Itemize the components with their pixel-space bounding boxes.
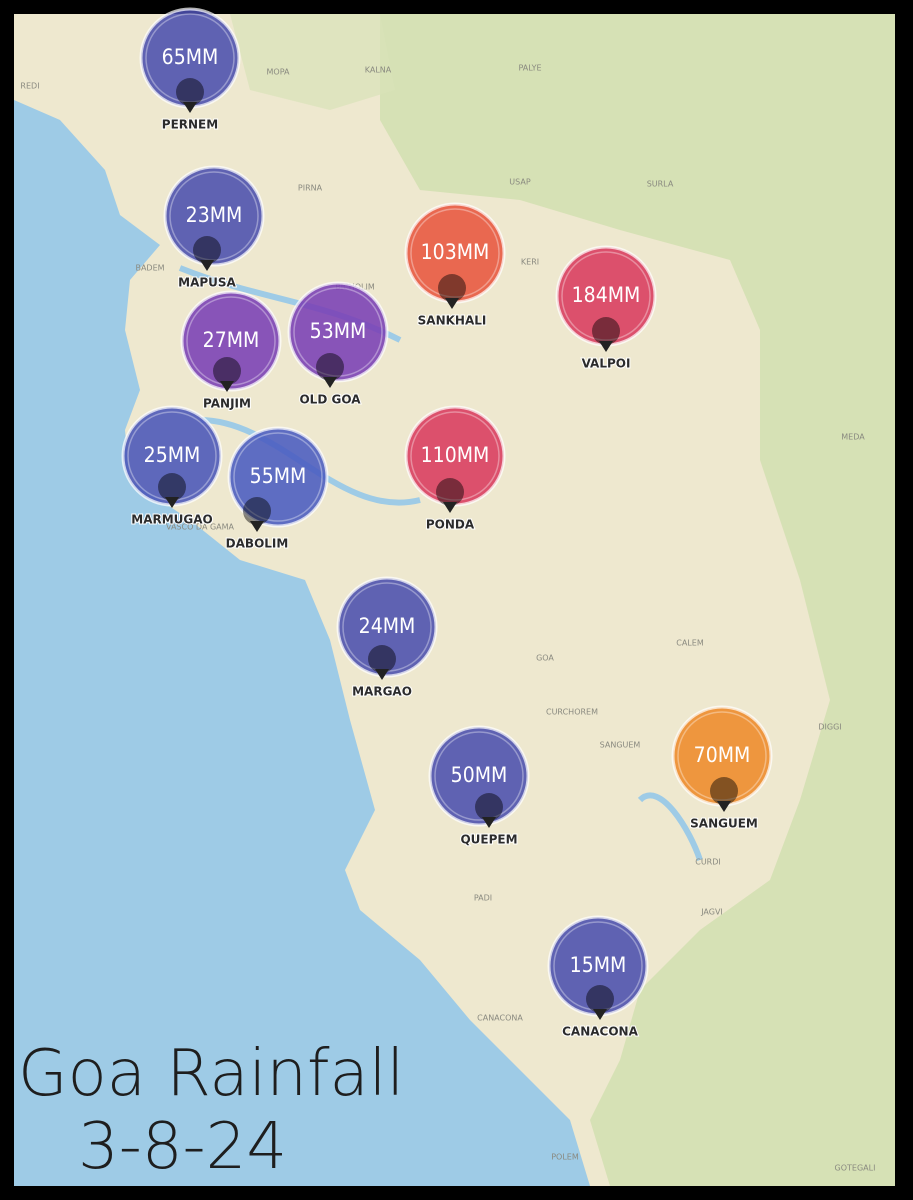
pin-tip (443, 502, 457, 513)
map-label: SURLA (647, 180, 674, 189)
map-label: PIRNA (298, 184, 323, 193)
pin-tip (375, 669, 389, 680)
map-label: REDI (20, 82, 39, 91)
place-name: VALPOI (582, 357, 631, 371)
rain-circle (287, 281, 389, 383)
place-name: MARMUGAO (131, 513, 213, 527)
map-label: BADEM (135, 264, 164, 273)
rain-circle (336, 576, 438, 678)
rainfall-value: 65MM (162, 45, 219, 69)
rain-circle (163, 165, 265, 267)
map-label: USAP (509, 178, 531, 187)
pin (586, 985, 614, 1013)
pin-tip (323, 377, 337, 388)
date: 3-8-24 (78, 1110, 287, 1184)
pin (243, 497, 271, 525)
pin-tip (165, 497, 179, 508)
pin (213, 357, 241, 385)
map-label: JAGVI (700, 908, 723, 917)
pin-tip (250, 521, 264, 532)
map-label: KERI (521, 258, 539, 267)
place-name: CANACONA (562, 1025, 638, 1039)
pin-tip (593, 1009, 607, 1020)
rain-ring (233, 432, 323, 522)
map-label: POLEM (551, 1153, 579, 1162)
place-name: MARGAO (352, 685, 412, 699)
pin (592, 317, 620, 345)
place-name: DABOLIM (226, 537, 289, 551)
rainfall-value: 53MM (310, 319, 367, 343)
map-label: CURDI (695, 858, 721, 867)
place-name: MAPUSA (178, 276, 236, 290)
rainfall-value: 24MM (359, 614, 416, 638)
map-label: DIGGI (818, 723, 841, 732)
pin-tip (183, 102, 197, 113)
map-label: GOTEGALI (835, 1164, 876, 1173)
map-label: MOPA (267, 68, 291, 77)
rainfall-value: 50MM (451, 763, 508, 787)
pin (368, 645, 396, 673)
rainfall-value: 55MM (250, 464, 307, 488)
rain-ring (561, 251, 651, 341)
rain-ring (293, 287, 383, 377)
pin (436, 478, 464, 506)
pin (475, 793, 503, 821)
rainfall-value: 103MM (421, 240, 490, 264)
map-label: CANACONA (477, 1014, 523, 1023)
place-name: SANGUEM (690, 817, 758, 831)
map-label: GOA (536, 654, 554, 663)
place-name: SANKHALI (418, 314, 487, 328)
forest (230, 14, 395, 110)
pin-tip (599, 341, 613, 352)
rainfall-value: 25MM (144, 443, 201, 467)
pin-tip (200, 260, 214, 271)
forest (380, 14, 895, 1186)
rain-ring (410, 208, 500, 298)
pin-tip (445, 298, 459, 309)
rain-circle (180, 290, 282, 392)
rainfall-value: 23MM (186, 203, 243, 227)
rainfall-value: 27MM (203, 328, 260, 352)
map-label: VASCO DA GAMA (166, 523, 235, 532)
map-label: CALEM (676, 639, 704, 648)
rainfall-value: 70MM (694, 743, 751, 767)
pin-tip (717, 801, 731, 812)
rain-circle (227, 426, 329, 528)
title: Goa Rainfall (18, 1037, 404, 1111)
rain-circle (428, 725, 530, 827)
pin (176, 78, 204, 106)
rain-ring (434, 731, 524, 821)
pin (438, 274, 466, 302)
place-name: PONDA (426, 518, 475, 532)
place-name: PANJIM (203, 397, 251, 411)
place-name: QUEPEM (460, 833, 517, 847)
rainfall-value: 184MM (572, 283, 641, 307)
pin-tip (220, 381, 234, 392)
pin-tip (482, 817, 496, 828)
pin (193, 236, 221, 264)
rain-ring (677, 711, 767, 801)
map-label: CURCHOREM (546, 708, 598, 717)
map-label: PADI (474, 894, 492, 903)
rainfall-value: 110MM (421, 443, 490, 467)
rain-ring (410, 411, 500, 501)
map-label: MEDA (841, 433, 865, 442)
place-name: PERNEM (162, 118, 218, 132)
map-label: PALYE (518, 64, 541, 73)
rainfall-value: 15MM (570, 953, 627, 977)
pin (158, 473, 186, 501)
place-name: OLD GOA (299, 393, 361, 407)
pin (710, 777, 738, 805)
map-label: KALNA (365, 66, 392, 75)
pin (316, 353, 344, 381)
map-label: SANGUEM (600, 741, 641, 750)
